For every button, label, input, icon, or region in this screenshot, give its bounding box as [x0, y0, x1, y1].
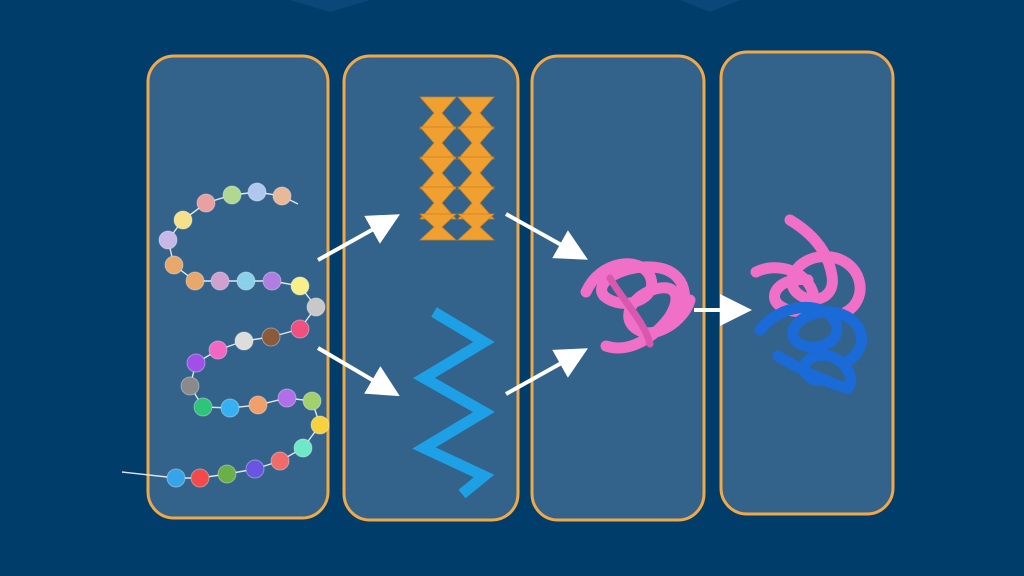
arrow-primary-to-beta-sheet [317, 214, 400, 262]
amino-acid-bead [248, 395, 268, 415]
top-decoration [290, 0, 370, 12]
amino-acid-bead [173, 210, 193, 230]
amino-acid-bead [190, 468, 210, 488]
amino-acid-bead [158, 230, 178, 250]
amino-acid-bead [247, 182, 267, 202]
amino-acid-bead [306, 297, 326, 317]
arrow-alpha-helix-to-tertiary [505, 348, 588, 396]
amino-acid-bead [208, 340, 228, 360]
amino-acid-bead [217, 464, 237, 484]
amino-acid-bead [302, 391, 322, 411]
amino-acid-bead [270, 451, 290, 471]
amino-acid-bead [234, 331, 254, 351]
tertiary-structure-shape [580, 258, 696, 354]
amino-acid-bead [262, 271, 282, 291]
amino-acid-bead [277, 388, 297, 408]
amino-acid-bead [272, 186, 292, 206]
amino-acid-bead [193, 397, 213, 417]
amino-acid-bead [293, 438, 313, 458]
amino-acid-bead [180, 376, 200, 396]
arrow-primary-to-alpha-helix [316, 346, 400, 397]
amino-acid-bead [310, 415, 330, 435]
amino-acid-bead [210, 271, 230, 291]
amino-acid-bead [290, 319, 310, 339]
beta-sheet-shape [418, 96, 496, 241]
amino-acid-bead [220, 398, 240, 418]
amino-acid-bead [186, 353, 206, 373]
amino-acid-bead [236, 271, 256, 291]
amino-acid-bead [245, 459, 265, 479]
amino-acid-bead [222, 185, 242, 205]
amino-acid-bead [196, 193, 216, 213]
arrow-beta-sheet-to-tertiary [505, 212, 588, 260]
alpha-helix-shape [412, 307, 495, 499]
amino-acid-bead [166, 468, 186, 488]
amino-acid-bead [261, 327, 281, 347]
arrows [316, 212, 752, 397]
amino-acid-bead [164, 255, 184, 275]
quaternary-structure-shape [750, 214, 867, 394]
top-decoration [680, 0, 740, 12]
amino-acid-bead [185, 271, 205, 291]
amino-acid-bead [290, 276, 310, 296]
primary-structure-chain [121, 182, 330, 488]
